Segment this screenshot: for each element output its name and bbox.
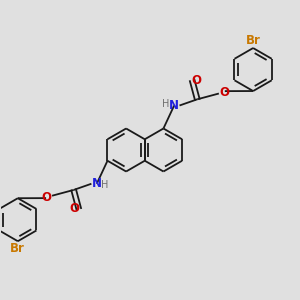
Text: Br: Br [246, 34, 261, 47]
Text: H: H [162, 99, 169, 109]
Text: Br: Br [11, 242, 25, 255]
Text: H: H [101, 180, 109, 190]
Text: O: O [219, 85, 229, 98]
Text: O: O [69, 202, 79, 215]
Text: O: O [192, 74, 202, 87]
Text: O: O [42, 191, 52, 204]
Text: N: N [169, 99, 179, 112]
Text: N: N [92, 177, 102, 190]
